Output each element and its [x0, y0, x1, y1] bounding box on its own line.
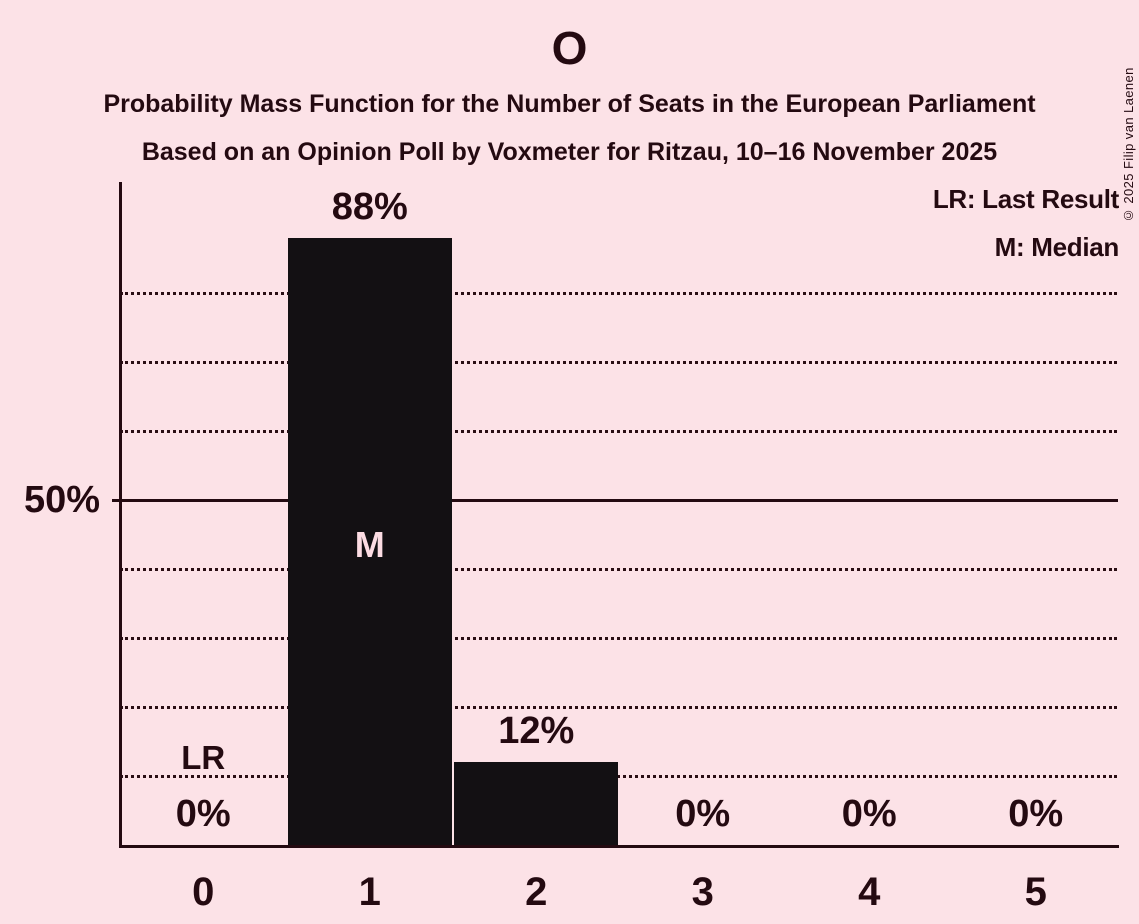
x-tick-label-1: 1 — [358, 870, 381, 914]
x-tick-label-5: 5 — [1024, 870, 1047, 914]
x-tick-label-2: 2 — [525, 870, 548, 914]
bar-value-label-3: 0% — [675, 793, 731, 835]
bar-1 — [287, 237, 452, 845]
x-tick-label-0: 0 — [192, 870, 215, 914]
y-axis-line — [119, 182, 122, 848]
gridline-dotted-20pct — [120, 706, 1117, 709]
copyright-notice: © 2025 Filip van Laenen — [1121, 67, 1136, 223]
bar-value-label-1: 88% — [331, 185, 408, 228]
last-result-marker-label: LR — [181, 739, 226, 776]
y-axis-tick-label: 50% — [23, 479, 100, 521]
bar-2 — [454, 762, 619, 845]
x-tick-label-3: 3 — [691, 870, 714, 914]
legend-last-result: LR: Last Result — [932, 184, 1119, 214]
bar-value-label-0: 0% — [175, 793, 231, 835]
gridline-dotted-60pct — [120, 430, 1117, 433]
gridline-dotted-70pct — [120, 361, 1117, 364]
chart-title: O — [551, 22, 588, 74]
x-axis-line — [119, 845, 1119, 848]
chart-subtitle-line1: Probability Mass Function for the Number… — [103, 90, 1036, 118]
gridline-dotted-80pct — [120, 292, 1117, 295]
chart-subtitle-line2: Based on an Opinion Poll by Voxmeter for… — [141, 138, 998, 166]
median-marker-label: M — [354, 524, 385, 566]
legend-median: M: Median — [994, 232, 1120, 262]
bar-value-label-4: 0% — [841, 793, 897, 835]
gridline-dotted-10pct — [120, 775, 1117, 778]
gridline-dotted-30pct — [120, 637, 1117, 640]
gridline-solid-50pct — [112, 499, 1118, 502]
bar-value-label-2: 12% — [498, 710, 575, 753]
bar-value-label-5: 0% — [1008, 793, 1064, 835]
x-tick-label-4: 4 — [858, 870, 881, 914]
gridline-dotted-40pct — [120, 568, 1117, 571]
